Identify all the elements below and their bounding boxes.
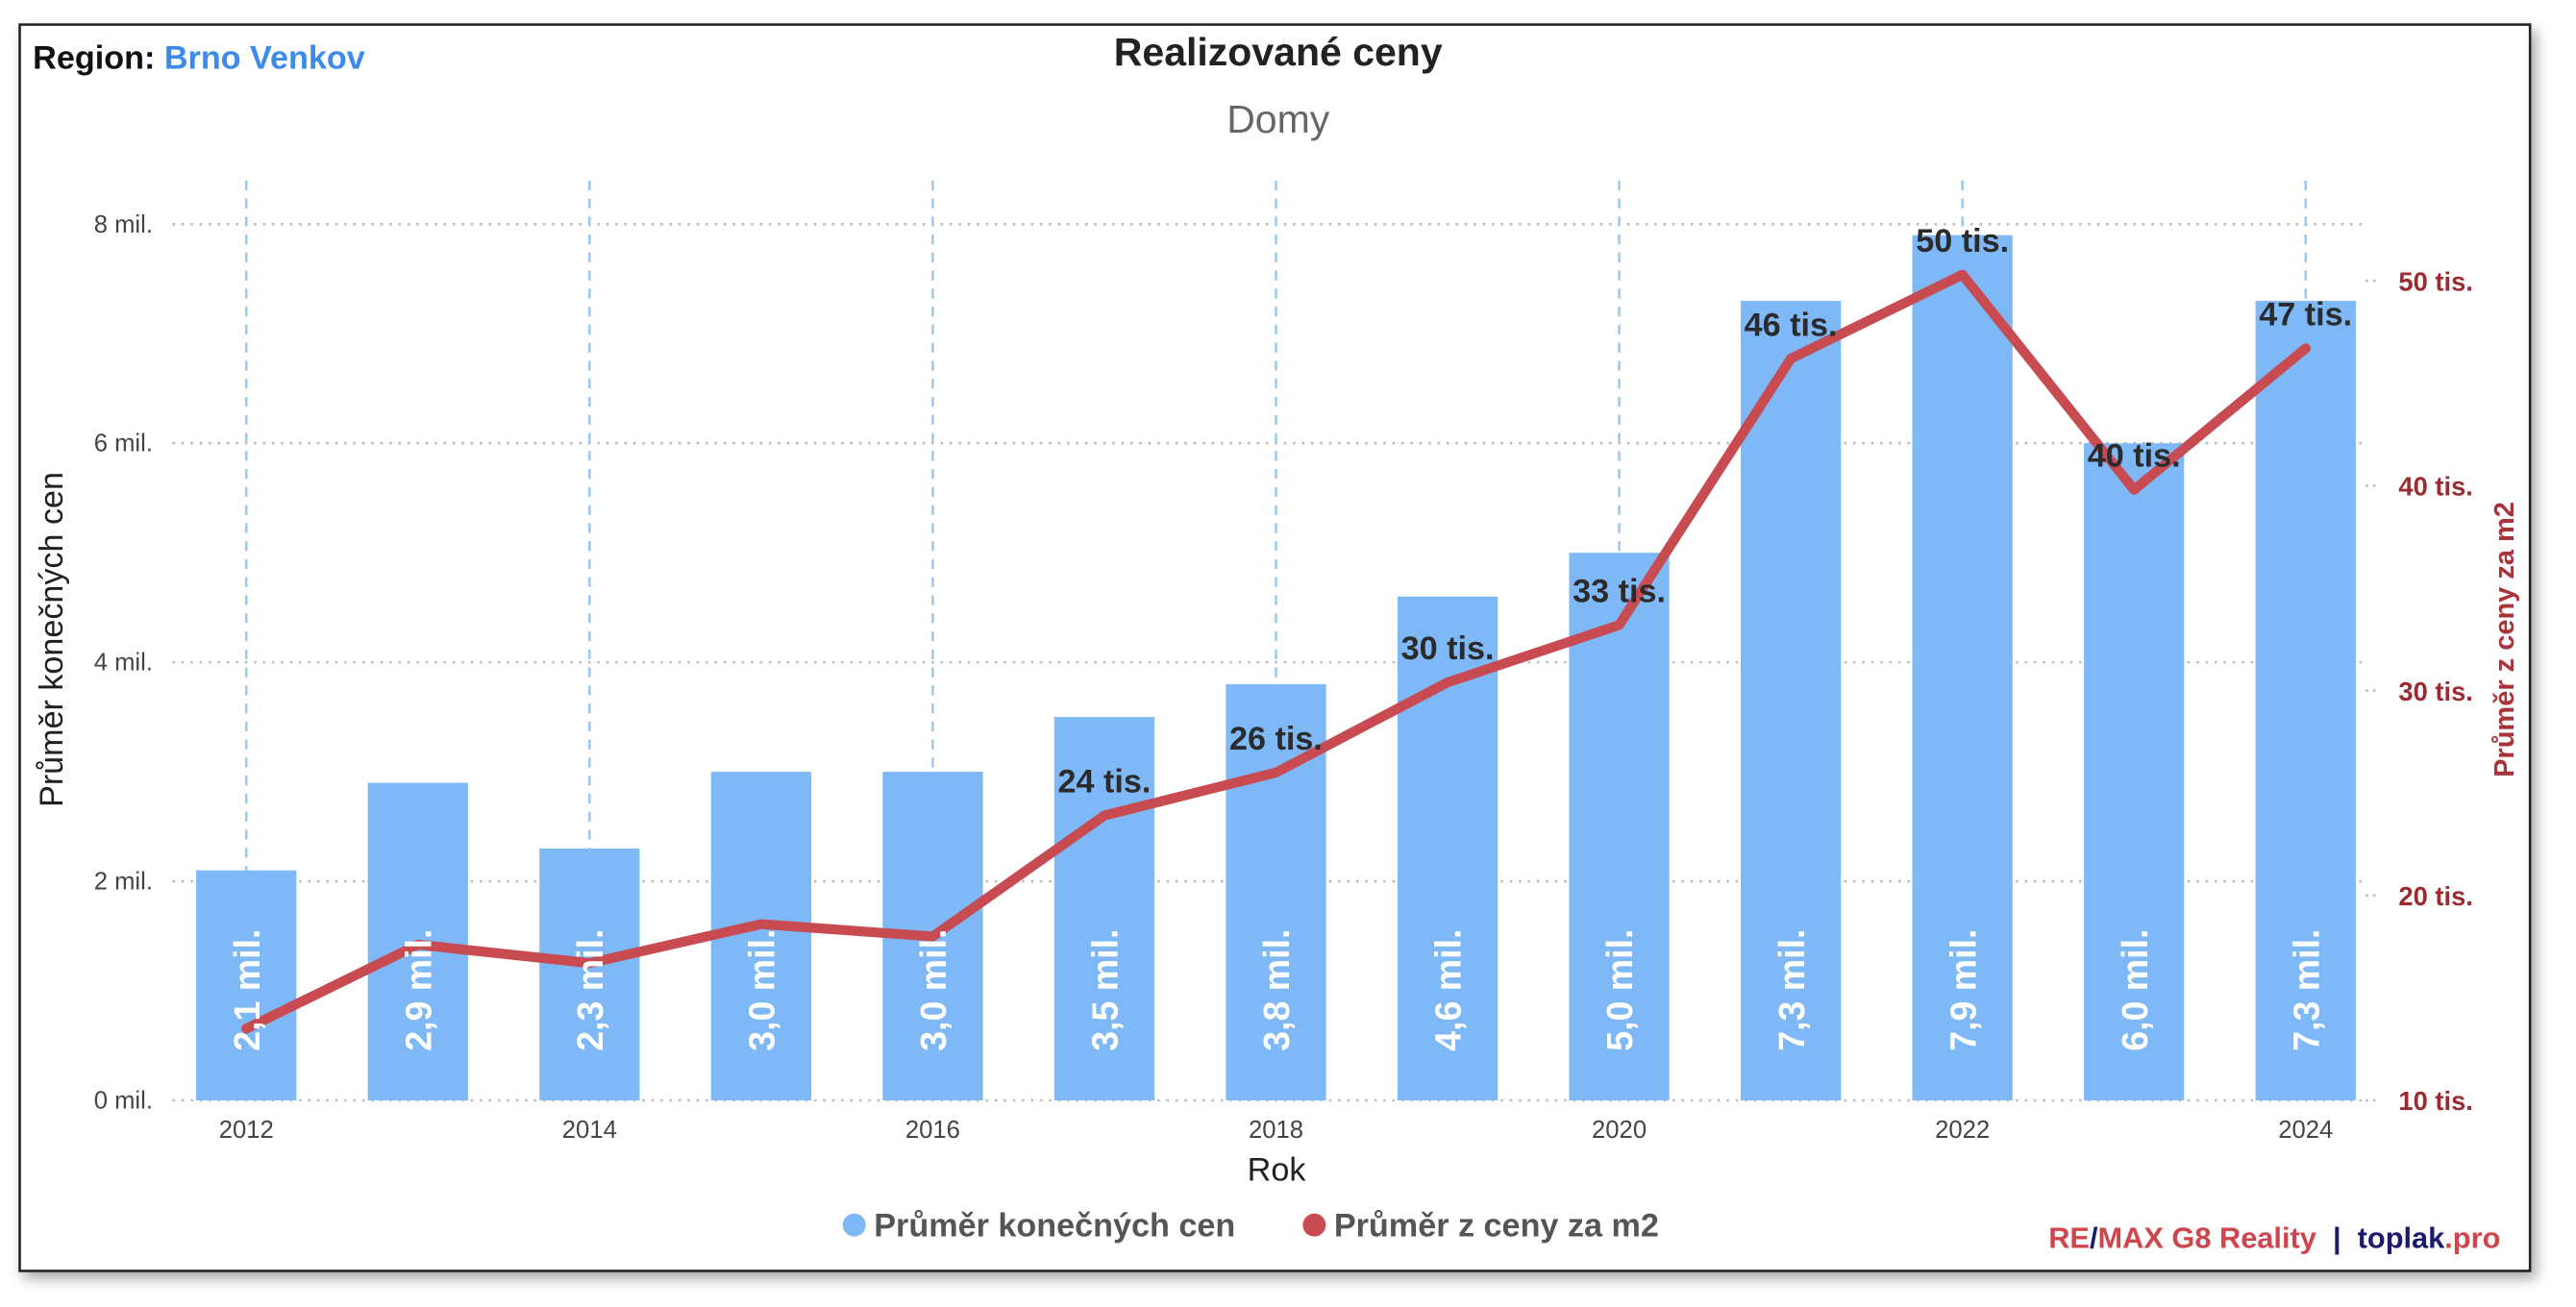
- bar-value-label: 4,6 mil.: [1428, 929, 1469, 1051]
- bar-value-label: 7,9 mil.: [1943, 929, 1983, 1051]
- y-tick-label: 2 mil.: [94, 869, 153, 896]
- bar: [196, 870, 297, 1100]
- bar-value-label: 3,5 mil.: [1085, 929, 1126, 1051]
- bar-value-label: 3,8 mil.: [1256, 929, 1297, 1051]
- bar-value-label: 6,0 mil.: [2115, 929, 2155, 1051]
- bar: [1569, 553, 1670, 1100]
- y-tick-label: 0 mil.: [94, 1088, 153, 1115]
- legend-marker: [1302, 1213, 1326, 1237]
- footer-part: MAX G8 Reality: [2098, 1221, 2316, 1255]
- y2-tick-label: 10 tis.: [2398, 1086, 2473, 1116]
- bar-value-label: 5,0 mil.: [1599, 929, 1640, 1051]
- y2-tick-label: 20 tis.: [2398, 881, 2473, 911]
- line-value-label: 50 tis.: [1916, 223, 2009, 259]
- x-tick-label: 2018: [1249, 1117, 1303, 1144]
- x-tick-label: 2022: [1935, 1117, 1990, 1144]
- bar-value-label: 2,3 mil.: [570, 929, 610, 1051]
- region: Region: Brno Venkov: [33, 40, 365, 77]
- x-tick-label: 2014: [562, 1117, 617, 1144]
- x-tick-label: 2020: [1592, 1117, 1647, 1144]
- y2-tick-label: 40 tis.: [2398, 472, 2473, 502]
- x-tick-label: 2024: [2278, 1117, 2333, 1144]
- legend-marker: [842, 1213, 866, 1237]
- bar: [1912, 234, 2013, 1100]
- line: [241, 269, 2311, 1034]
- footer-part: .pro: [2444, 1221, 2500, 1255]
- bar: [2255, 301, 2356, 1100]
- line-value-label: 40 tis.: [2088, 438, 2181, 475]
- line-value-label: 33 tis.: [1573, 573, 1666, 609]
- line-value-label: 46 tis.: [1745, 307, 1838, 343]
- y-tick-label: 8 mil.: [94, 211, 153, 238]
- footer-part: /: [2090, 1221, 2098, 1255]
- x-tick-label: 2016: [905, 1117, 960, 1144]
- bar-value-label: 7,3 mil.: [2286, 929, 2326, 1051]
- region-name: Brno Venkov: [164, 40, 365, 77]
- footer: RE/MAX G8 Reality | toplak.pro: [2048, 1221, 2500, 1255]
- line-value-label: 47 tis.: [2259, 297, 2352, 333]
- bar-value-label: 2,1 mil.: [227, 929, 267, 1051]
- x-tick-label: 2012: [219, 1117, 274, 1144]
- bar: [1740, 301, 1842, 1100]
- line-value-label: 30 tis.: [1401, 630, 1495, 667]
- footer-part: toplak: [2358, 1221, 2445, 1255]
- legend-label: Průměr konečných cen: [874, 1208, 1235, 1245]
- chart-title: Realizované ceny: [1114, 30, 1443, 74]
- y2-tick-label: 30 tis.: [2398, 677, 2473, 706]
- y2-tick-label: 50 tis.: [2398, 266, 2473, 296]
- bar: [539, 848, 640, 1100]
- region-label: Region:: [33, 40, 155, 77]
- bar-value-label: 7,3 mil.: [1771, 929, 1812, 1051]
- bar-value-label: 2,9 mil.: [398, 929, 438, 1051]
- y-tick-label: 4 mil.: [94, 650, 153, 677]
- bar-value-label: 3,0 mil.: [742, 929, 782, 1051]
- bar: [2084, 443, 2185, 1100]
- x-axis-label: Rok: [1248, 1152, 1307, 1189]
- bar: [1053, 717, 1155, 1100]
- legend-label: Průměr z ceny za m2: [1334, 1208, 1659, 1245]
- y-tick-label: 6 mil.: [94, 431, 153, 457]
- chart-subtitle: Domy: [1226, 97, 1330, 141]
- y-axis-label: Průměr konečných cen: [34, 472, 70, 807]
- footer-part: |: [2333, 1221, 2341, 1255]
- bar-value-label: 3,0 mil.: [913, 929, 954, 1051]
- line-value-label: 26 tis.: [1229, 721, 1323, 757]
- footer-part: RE: [2048, 1221, 2090, 1255]
- line-value-label: 24 tis.: [1058, 764, 1152, 801]
- y2-axis-label: Průměr z ceny za m2: [2489, 502, 2520, 777]
